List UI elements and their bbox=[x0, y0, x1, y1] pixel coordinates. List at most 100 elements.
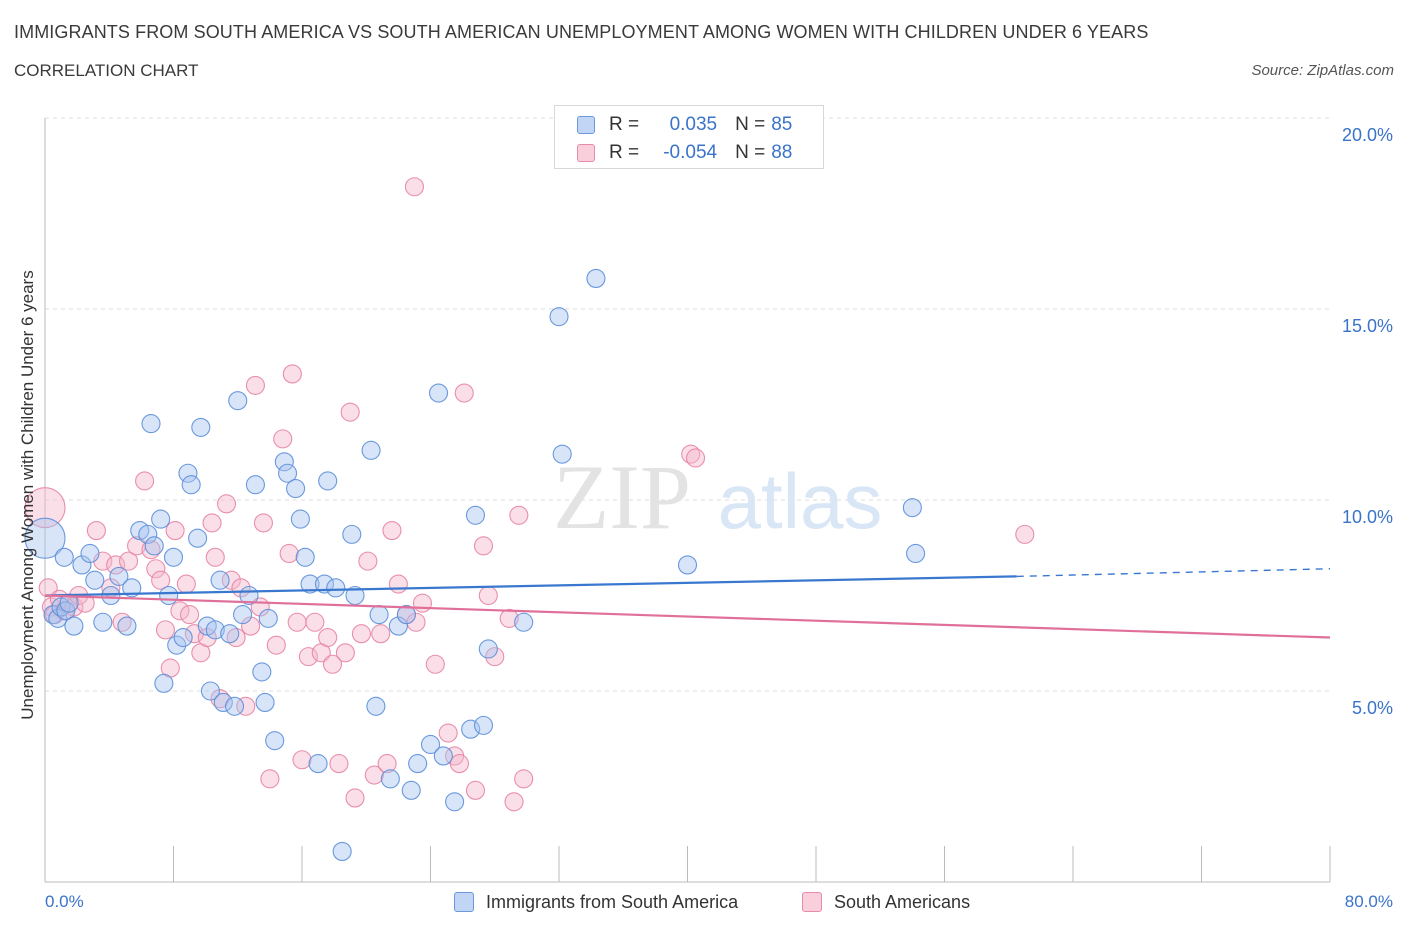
data-point bbox=[465, 780, 486, 800]
data-point bbox=[287, 612, 307, 632]
data-point bbox=[48, 608, 68, 628]
data-point bbox=[425, 654, 445, 674]
bottom-legend-south-americans: South Americans bbox=[802, 889, 970, 915]
data-point bbox=[72, 555, 92, 575]
bottom-legend-swatch-pink bbox=[802, 892, 822, 912]
data-point bbox=[173, 627, 193, 648]
watermark: ZIP atlas bbox=[553, 446, 882, 548]
data-point bbox=[300, 574, 320, 594]
data-point bbox=[213, 692, 233, 713]
data-point bbox=[266, 635, 286, 655]
trend-line-south-americans bbox=[44, 594, 1331, 639]
data-point bbox=[38, 578, 58, 598]
data-point bbox=[80, 543, 100, 564]
data-point bbox=[224, 696, 245, 716]
data-point bbox=[165, 521, 185, 541]
x-tick-label-max: 80.0% bbox=[1344, 892, 1393, 911]
data-point bbox=[433, 746, 453, 766]
data-point bbox=[245, 375, 265, 395]
data-point bbox=[24, 487, 66, 529]
legend-row-south-americans: R = -0.054 N = 88 bbox=[577, 141, 792, 165]
data-point bbox=[144, 536, 164, 556]
data-point bbox=[260, 769, 280, 789]
data-point bbox=[366, 696, 386, 716]
data-point bbox=[118, 551, 139, 571]
data-point bbox=[345, 585, 365, 606]
data-point bbox=[308, 754, 328, 774]
data-point bbox=[178, 463, 198, 483]
data-point bbox=[382, 521, 402, 541]
data-point bbox=[146, 559, 166, 579]
data-point bbox=[549, 307, 569, 327]
data-point bbox=[122, 578, 142, 598]
data-point bbox=[221, 570, 241, 590]
data-point bbox=[163, 547, 184, 567]
data-point bbox=[485, 647, 505, 667]
source-credit: Source: ZipAtlas.com bbox=[1251, 62, 1394, 79]
data-point bbox=[358, 551, 378, 571]
data-point bbox=[277, 463, 298, 483]
data-point bbox=[478, 585, 498, 606]
data-point bbox=[258, 608, 278, 628]
data-point bbox=[64, 616, 84, 636]
data-point bbox=[345, 788, 365, 808]
data-point bbox=[465, 505, 486, 525]
data-point bbox=[369, 605, 389, 625]
data-point bbox=[361, 440, 381, 460]
data-point bbox=[205, 620, 225, 640]
x-tick-label-min: 0.0% bbox=[45, 892, 84, 911]
data-point bbox=[586, 268, 606, 288]
data-point bbox=[241, 616, 261, 636]
data-point bbox=[461, 719, 481, 739]
data-point bbox=[340, 402, 360, 422]
data-point bbox=[56, 601, 76, 621]
data-point bbox=[106, 555, 126, 575]
y-tick-label: 20.0% bbox=[1342, 125, 1393, 145]
data-point bbox=[906, 543, 926, 564]
data-point bbox=[255, 692, 275, 713]
data-point bbox=[504, 792, 524, 812]
data-point bbox=[141, 414, 161, 434]
bottom-legend-immigrants: Immigrants from South America bbox=[454, 889, 738, 915]
data-point bbox=[329, 754, 349, 774]
y-tick-label: 15.0% bbox=[1342, 316, 1393, 336]
data-point bbox=[170, 601, 190, 621]
data-point bbox=[202, 513, 222, 533]
data-point bbox=[191, 417, 211, 437]
data-point bbox=[265, 731, 285, 751]
data-point bbox=[396, 605, 416, 625]
data-point bbox=[332, 841, 352, 861]
data-point bbox=[282, 364, 302, 384]
y-tick-label: 10.0% bbox=[1342, 507, 1393, 527]
data-point bbox=[154, 673, 174, 693]
data-point bbox=[138, 524, 158, 544]
data-point bbox=[159, 585, 179, 606]
data-point bbox=[181, 475, 201, 495]
y-tick-label: 5.0% bbox=[1352, 698, 1393, 718]
correlation-legend: R = 0.035 N = 85 R = -0.054 N = 88 bbox=[554, 105, 824, 169]
trend-lines bbox=[44, 568, 1331, 639]
data-point bbox=[24, 517, 66, 559]
data-point bbox=[109, 566, 129, 586]
data-point bbox=[298, 647, 318, 667]
data-point bbox=[428, 383, 449, 403]
data-point bbox=[200, 681, 220, 701]
data-point bbox=[85, 570, 105, 590]
data-point bbox=[93, 612, 113, 632]
legend-n-value: 85 bbox=[771, 114, 793, 135]
data-point bbox=[499, 608, 519, 628]
legend-n-label: N = bbox=[735, 142, 766, 163]
watermark-zip: ZIP bbox=[553, 446, 691, 548]
chart-subtitle: CORRELATION CHART bbox=[14, 61, 199, 80]
legend-swatch-pink bbox=[577, 144, 595, 162]
data-point bbox=[388, 574, 408, 594]
data-point bbox=[253, 513, 274, 533]
data-point bbox=[314, 574, 335, 594]
data-point bbox=[252, 662, 272, 682]
legend-n-value: 88 bbox=[771, 142, 793, 163]
data-point bbox=[86, 521, 106, 541]
chart-title: IMMIGRANTS FROM SOUTH AMERICA VS SOUTH A… bbox=[14, 22, 1149, 42]
bottom-legend-label: Immigrants from South America bbox=[486, 891, 739, 912]
data-point bbox=[454, 383, 474, 403]
legend-r-label: R = bbox=[609, 114, 640, 135]
